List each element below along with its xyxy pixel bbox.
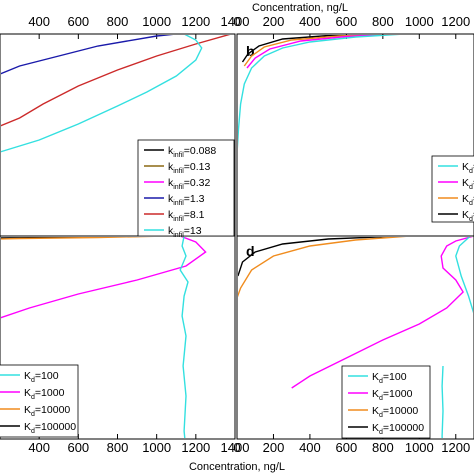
panel-c-tick-label-1200: 1200 bbox=[181, 440, 210, 455]
panel-a-legend-label-1: kinfil=0.13 bbox=[168, 161, 210, 175]
panel-c-tick-label-800: 800 bbox=[107, 440, 129, 455]
panel-a-legend-label-5: kinfil=13 bbox=[168, 225, 202, 239]
panel-d-tick-label-1200: 1200 bbox=[441, 440, 470, 455]
panel-c-legend-label-1: Kd=1000 bbox=[24, 387, 65, 401]
panel-d-legend: Kd=100 Kd=1000 Kd=10000 Kd=100000 bbox=[341, 365, 431, 439]
panel-d-series-1 bbox=[238, 237, 407, 298]
panel-d-series-3 bbox=[455, 237, 473, 314]
panel-a-legend-label-4: kinfil=8.1 bbox=[168, 209, 205, 223]
panel-c-tick-label-1000: 1000 bbox=[142, 440, 171, 455]
panel-b-tick-label-1000: 1000 bbox=[405, 14, 434, 29]
panel-b-tick-label-800: 800 bbox=[372, 14, 394, 29]
panel-a-series-1 bbox=[1, 35, 231, 127]
panel-d-letter: d bbox=[246, 243, 255, 259]
panel-a-tick-label-1200: 1200 bbox=[181, 14, 210, 29]
panel-c-legend-label-3: Kd=100000 bbox=[24, 421, 76, 435]
panel-b-tick-label-400: 400 bbox=[299, 14, 321, 29]
panel-a-legend-label-2: kinfil=0.32 bbox=[168, 177, 210, 191]
panel-d-series-0 bbox=[238, 237, 394, 277]
panel-c-tick-label-400: 400 bbox=[28, 440, 50, 455]
panel-a-legend-label-3: kinfil=1.3 bbox=[168, 193, 205, 207]
bottom-axis-title: Concentration, ng/L bbox=[189, 461, 285, 473]
panel-c-series-3 bbox=[179, 237, 189, 438]
panel-a-series-2 bbox=[1, 35, 203, 153]
panel-c-tick-label-600: 600 bbox=[67, 440, 89, 455]
panel-d-series-4 bbox=[441, 365, 444, 438]
panel-d-legend-box bbox=[341, 365, 431, 439]
panel-b-legend-label-3: Kd=100000 bbox=[462, 209, 474, 223]
panel-a-legend-box bbox=[137, 139, 235, 237]
panel-a-tick-label-1000: 1000 bbox=[142, 14, 171, 29]
panel-c-series-2 bbox=[1, 237, 207, 319]
panel-b-tick-label-1200: 1200 bbox=[441, 14, 470, 29]
panel-b-series-1 bbox=[243, 35, 383, 67]
panel-c-legend: Kd=100 Kd=1000 Kd=10000 Kd=100000 bbox=[0, 364, 79, 438]
panel-b-series-0 bbox=[241, 35, 372, 63]
panel-d-legend-label-2: Kd=10000 bbox=[372, 405, 418, 419]
panel-c-legend-box bbox=[0, 364, 79, 438]
panel-a-tick-label-400: 400 bbox=[28, 14, 50, 29]
panel-c-tick-label-1400: 1400 bbox=[221, 440, 250, 455]
panel-d-tick-label-400: 400 bbox=[299, 440, 321, 455]
top-axis-title: Concentration, ng/L bbox=[252, 2, 348, 14]
panel-b-tick-label-600: 600 bbox=[336, 14, 358, 29]
panel-b-tick-label-0: 0 bbox=[233, 14, 240, 29]
panel-c-legend-label-0: Kd=100 bbox=[24, 370, 59, 384]
panel-b-tick-label-200: 200 bbox=[263, 14, 285, 29]
panel-d-legend-label-1: Kd=1000 bbox=[372, 388, 413, 402]
panel-d-frame bbox=[236, 235, 474, 440]
panel-a-tick-label-800: 800 bbox=[107, 14, 129, 29]
series-group bbox=[1, 35, 473, 438]
panel-a-series-0 bbox=[1, 35, 174, 75]
legend-group: kinfil=0.088 kinfil=0.13 kinfil=0.32 kinfil… bbox=[0, 139, 474, 439]
panel-d-tick-label-600: 600 bbox=[336, 440, 358, 455]
panel-b-legend-label-1: Kd=1000 bbox=[462, 177, 474, 191]
panel-a-legend: kinfil=0.088 kinfil=0.13 kinfil=0.32 kinfil… bbox=[137, 139, 235, 239]
panel-b-letter: b bbox=[246, 43, 255, 59]
panel-b-series-2 bbox=[246, 35, 392, 69]
panel-a-tick-label-600: 600 bbox=[67, 14, 89, 29]
panel-c-series-1 bbox=[1, 237, 155, 240]
panel-a-tick-label-1400: 1400 bbox=[221, 14, 250, 29]
panel-a-legend-label-0: kinfil=0.088 bbox=[168, 145, 216, 159]
panel-d-legend-label-0: Kd=100 bbox=[372, 371, 407, 385]
panel-b-legend-box bbox=[431, 155, 474, 223]
panel-d-legend-label-3: Kd=100000 bbox=[372, 422, 424, 436]
panel-b-legend-label-0: Kd=100 bbox=[462, 161, 474, 175]
panel-d-tick-label-1000: 1000 bbox=[405, 440, 434, 455]
panel-d-tick-label-800: 800 bbox=[372, 440, 394, 455]
panel-b-legend-label-2: Kd=10000 bbox=[462, 193, 474, 207]
panel-c-legend-label-2: Kd=10000 bbox=[24, 404, 70, 418]
panel-d-tick-label-0: 0 bbox=[233, 440, 240, 455]
panel-b-series-3 bbox=[238, 35, 400, 150]
panel-d-series-2 bbox=[291, 237, 473, 389]
panel-b-legend: Kd=100 Kd=1000 Kd=10000 Kd=100000 bbox=[431, 155, 474, 223]
panel-d-tick-label-200: 200 bbox=[263, 440, 285, 455]
